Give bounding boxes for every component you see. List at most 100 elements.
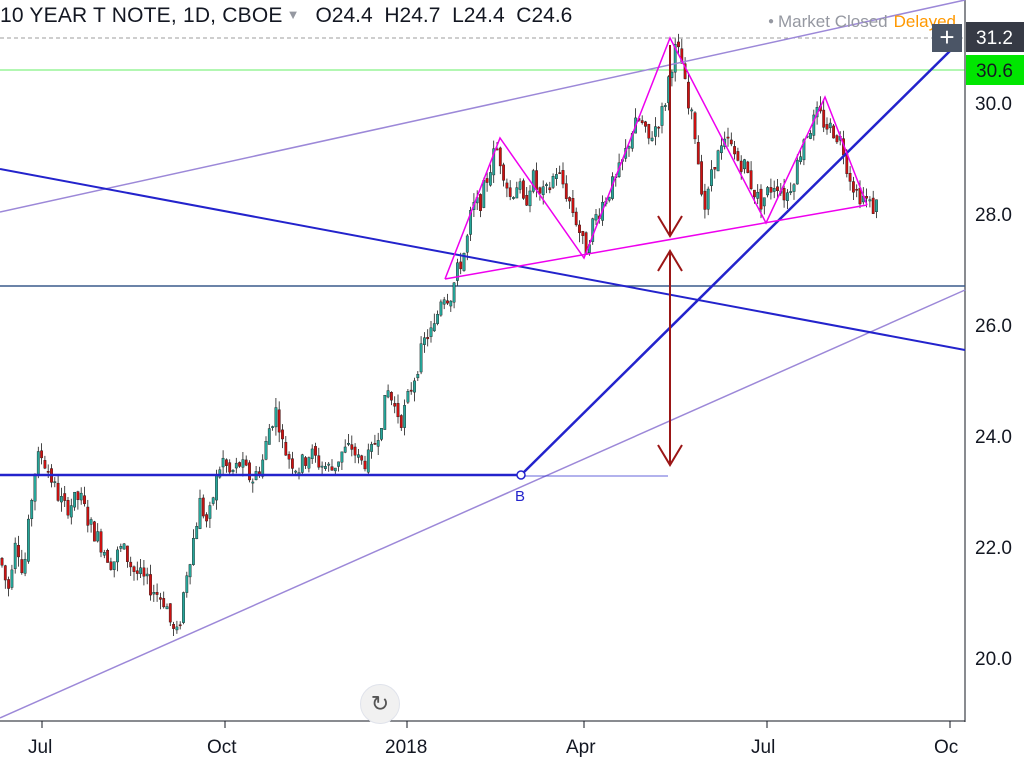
candle-body — [693, 112, 697, 140]
candle-body — [340, 451, 344, 463]
candle-body — [809, 133, 812, 139]
candle-body — [234, 462, 238, 469]
candle-body — [756, 191, 760, 199]
point-b-marker[interactable] — [516, 470, 526, 480]
candle-body — [690, 109, 694, 112]
candle-body — [112, 561, 116, 570]
candle-body — [119, 546, 123, 549]
candle-body — [0, 557, 4, 566]
candle-body — [347, 443, 350, 445]
candle-body — [795, 159, 799, 185]
candle-body — [135, 570, 139, 574]
high-value: 24.7 — [399, 4, 441, 27]
candle-body — [211, 497, 215, 504]
candle-body — [152, 592, 156, 595]
candle-body — [224, 459, 228, 466]
candle-body — [706, 188, 710, 210]
candle-body — [558, 172, 562, 174]
price-tag-high: 31.2 — [966, 22, 1024, 52]
candle-body — [680, 48, 684, 64]
y-axis-labels: 20.0 22.0 24.0 26.0 28.0 30.0 — [975, 94, 1012, 670]
candle-body — [489, 172, 492, 186]
candle-body — [515, 187, 519, 199]
candle-body — [594, 214, 598, 221]
candle-body — [413, 380, 416, 393]
candle-body — [155, 592, 159, 595]
market-closed-text: Market Closed — [778, 12, 888, 31]
candle-body — [125, 545, 129, 562]
candle-body — [248, 462, 251, 481]
candle-body — [799, 156, 803, 162]
candle-body — [13, 542, 17, 569]
price-tag-high-value: 31.2 — [976, 28, 1013, 49]
candle-body — [264, 440, 268, 460]
y-tick-label: 24.0 — [975, 427, 1012, 448]
x-tick-label: Apr — [566, 737, 596, 758]
candle-body — [162, 598, 166, 608]
candle-body — [281, 429, 284, 440]
candle-body — [482, 180, 486, 208]
candle-body — [393, 403, 397, 407]
candle-body — [875, 199, 878, 212]
candle-body — [786, 192, 789, 201]
candle-body — [3, 565, 7, 581]
candle-body — [300, 454, 304, 473]
candle-body — [129, 561, 133, 568]
candle-body — [277, 409, 281, 433]
y-tick-label: 28.0 — [975, 205, 1012, 226]
candle-body — [376, 440, 380, 447]
candle-body — [46, 471, 50, 473]
candle-body — [89, 519, 93, 525]
candle-body — [759, 188, 763, 210]
candle-body — [462, 252, 466, 271]
candle-body — [640, 120, 644, 123]
candle-body — [149, 574, 152, 596]
candle-body — [528, 190, 532, 207]
candle-body — [165, 606, 169, 610]
candle-body — [456, 262, 459, 281]
candle-body — [739, 160, 743, 172]
reset-icon[interactable]: ↻ — [360, 684, 400, 724]
candle-body — [172, 624, 175, 629]
y-tick-label: 20.0 — [975, 649, 1012, 670]
candle-body — [439, 301, 443, 316]
head-shoulders-pattern — [444, 36, 868, 280]
candle-body — [324, 466, 327, 469]
candle-body — [710, 169, 713, 186]
candle-body — [670, 71, 674, 78]
candle-body — [663, 105, 667, 107]
x-tick-label: 2018 — [385, 737, 427, 758]
candle-body — [43, 460, 47, 469]
candle-body — [30, 499, 34, 519]
x-tick-label: Jul — [28, 737, 52, 758]
candle-body — [320, 465, 324, 468]
candle-body — [102, 552, 106, 556]
candle-body — [452, 282, 456, 303]
candle-body — [677, 41, 680, 48]
candle-body — [578, 224, 581, 233]
candle-body — [743, 159, 746, 170]
candle-body — [132, 566, 136, 572]
channel-upper-line — [0, 0, 966, 213]
candle-body — [92, 521, 96, 542]
candle-body — [720, 145, 723, 154]
candle-body — [416, 374, 420, 379]
candle-body — [267, 428, 271, 445]
dot-icon: ● — [767, 16, 775, 27]
candle-body — [291, 458, 294, 469]
candle-body — [525, 195, 529, 206]
x-tick-label: Jul — [751, 737, 775, 758]
candle-body — [333, 467, 337, 472]
symbol-title[interactable]: 10 YEAR T NOTE, 1D, CBOE — [0, 4, 283, 27]
candle-body — [158, 597, 162, 600]
candle-body — [337, 461, 340, 467]
chevron-down-icon[interactable]: ▼ — [286, 7, 300, 22]
measure-arrow-lower-top-head — [657, 249, 683, 272]
candle-body — [185, 575, 189, 593]
candle-body — [644, 121, 647, 127]
candle-body — [409, 389, 413, 392]
candle-body — [432, 323, 436, 332]
crosshair-plus-icon[interactable]: + — [932, 24, 962, 52]
candle-body — [531, 170, 535, 192]
